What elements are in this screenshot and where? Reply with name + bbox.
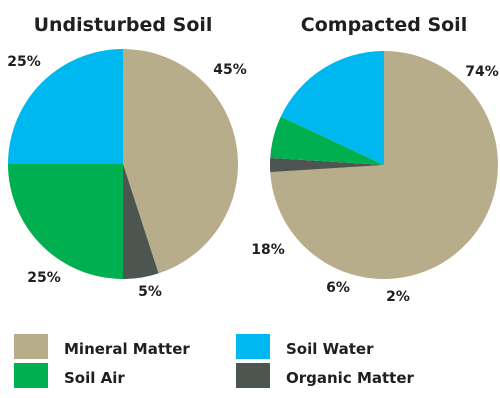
slice-label-soil-air: 6%: [326, 280, 350, 296]
pie-slice-organic-matter: [123, 164, 159, 279]
legend-item-soil-water: Soil Water: [236, 334, 374, 359]
pie-slice-soil-air: [8, 164, 123, 279]
slice-label-organic-matter: 5%: [138, 284, 162, 300]
compacted-soil-title: Compacted Soil: [301, 14, 467, 36]
slice-label-mineral-matter: 45%: [213, 62, 247, 78]
slice-label-soil-water: 18%: [251, 242, 285, 258]
legend-label-mineral-matter: Mineral Matter: [64, 340, 190, 358]
slice-label-soil-air: 25%: [27, 270, 61, 286]
legend-swatch-soil-water: [236, 334, 270, 359]
pie-slice-mineral-matter: [270, 51, 498, 279]
undisturbed-soil-title: Undisturbed Soil: [34, 14, 213, 36]
pie-slice-mineral-matter: [123, 49, 238, 274]
pie-slice-organic-matter: [269, 157, 384, 173]
slice-label-mineral-matter: 74%: [465, 64, 499, 80]
pie-slice-soil-water: [280, 51, 384, 165]
legend-label-soil-air: Soil Air: [64, 369, 125, 387]
legend-label-soil-water: Soil Water: [286, 340, 374, 358]
undisturbed-soil-pie: 45% 5% 25% 25%: [7, 49, 247, 300]
legend-item-mineral-matter: Mineral Matter: [14, 334, 190, 359]
slice-label-organic-matter: 2%: [386, 289, 410, 305]
legend-swatch-soil-air: [14, 363, 48, 388]
slice-label-soil-water: 25%: [7, 54, 41, 70]
legend-swatch-mineral-matter: [14, 334, 48, 359]
legend-label-organic-matter: Organic Matter: [286, 369, 415, 387]
pie-slice-soil-water: [8, 49, 123, 164]
legend-item-soil-air: Soil Air: [14, 363, 125, 388]
legend: Mineral Matter Soil Water Soil Air Organic …: [14, 334, 415, 388]
pie-slice-soil-air: [270, 116, 384, 165]
legend-item-organic-matter: Organic Matter: [236, 363, 415, 388]
legend-swatch-organic-matter: [236, 363, 270, 388]
compacted-soil-pie: 74% 2% 6% 18%: [251, 51, 499, 305]
